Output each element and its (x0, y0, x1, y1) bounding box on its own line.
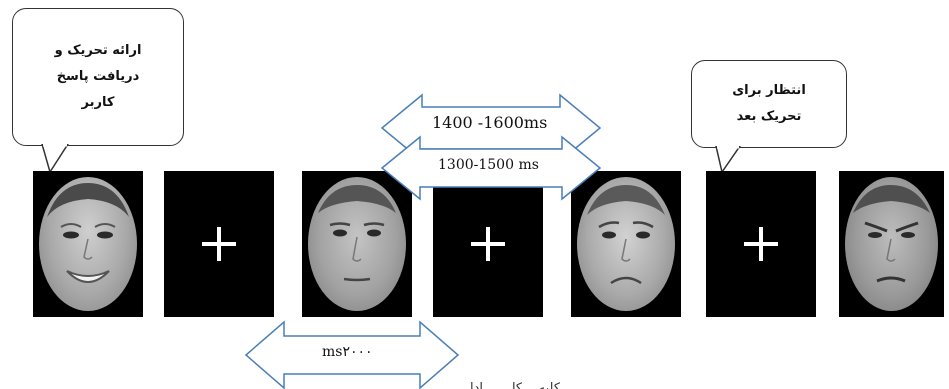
stimulus-callout-line-3: کاربر (81, 95, 115, 110)
fixation-cross-1-vertical (217, 227, 221, 261)
fixation-cross-3-vertical (759, 227, 763, 261)
neutral-face-features (318, 185, 396, 282)
happy-face-image (39, 177, 137, 311)
stimulus-panel-sad-face (571, 171, 681, 317)
wait-callout: انتظار برای تحریک بعد (691, 60, 847, 148)
stimulus-callout-tail (41, 144, 69, 174)
stimulus-callout-line-1: ارائه تحریک و (54, 43, 142, 58)
neutral-face-image (308, 177, 406, 311)
fixation-panel-1 (164, 171, 274, 317)
stimulus-callout: ارائه تحریک و دریافت پاسخ کاربر (12, 8, 184, 146)
wait-callout-line-2: تحریک بعد (736, 109, 802, 124)
stimulus-panel-angry-face (839, 171, 944, 317)
fixation-panel-2 (433, 171, 543, 317)
wait-callout-tail (715, 146, 741, 174)
wait-callout-line-1: انتظار برای (732, 83, 806, 98)
sad-face-image (577, 177, 675, 311)
happy-face-features (47, 183, 129, 283)
sad-face-features (587, 185, 665, 285)
fixation-panel-3 (706, 171, 816, 317)
bottom-caption-partial: کلیه... کا... ...ادا (470, 381, 561, 389)
timing-label-middle: 1300-1500 ms (438, 157, 539, 173)
timing-label-top: 1400 -1600ms (432, 113, 548, 132)
timing-label-bottom: ms۲۰۰۰ (322, 344, 373, 360)
angry-face-image (845, 177, 938, 311)
stimulus-callout-line-2: دریافت پاسخ (56, 69, 140, 84)
fixation-cross-2-vertical (486, 227, 490, 261)
stimulus-panel-happy-face (33, 171, 143, 317)
angry-face-features (853, 185, 930, 283)
timing-arrow-bottom (244, 320, 460, 389)
stimulus-panel-neutral-face (302, 171, 412, 317)
timing-arrow-middle (380, 135, 602, 201)
